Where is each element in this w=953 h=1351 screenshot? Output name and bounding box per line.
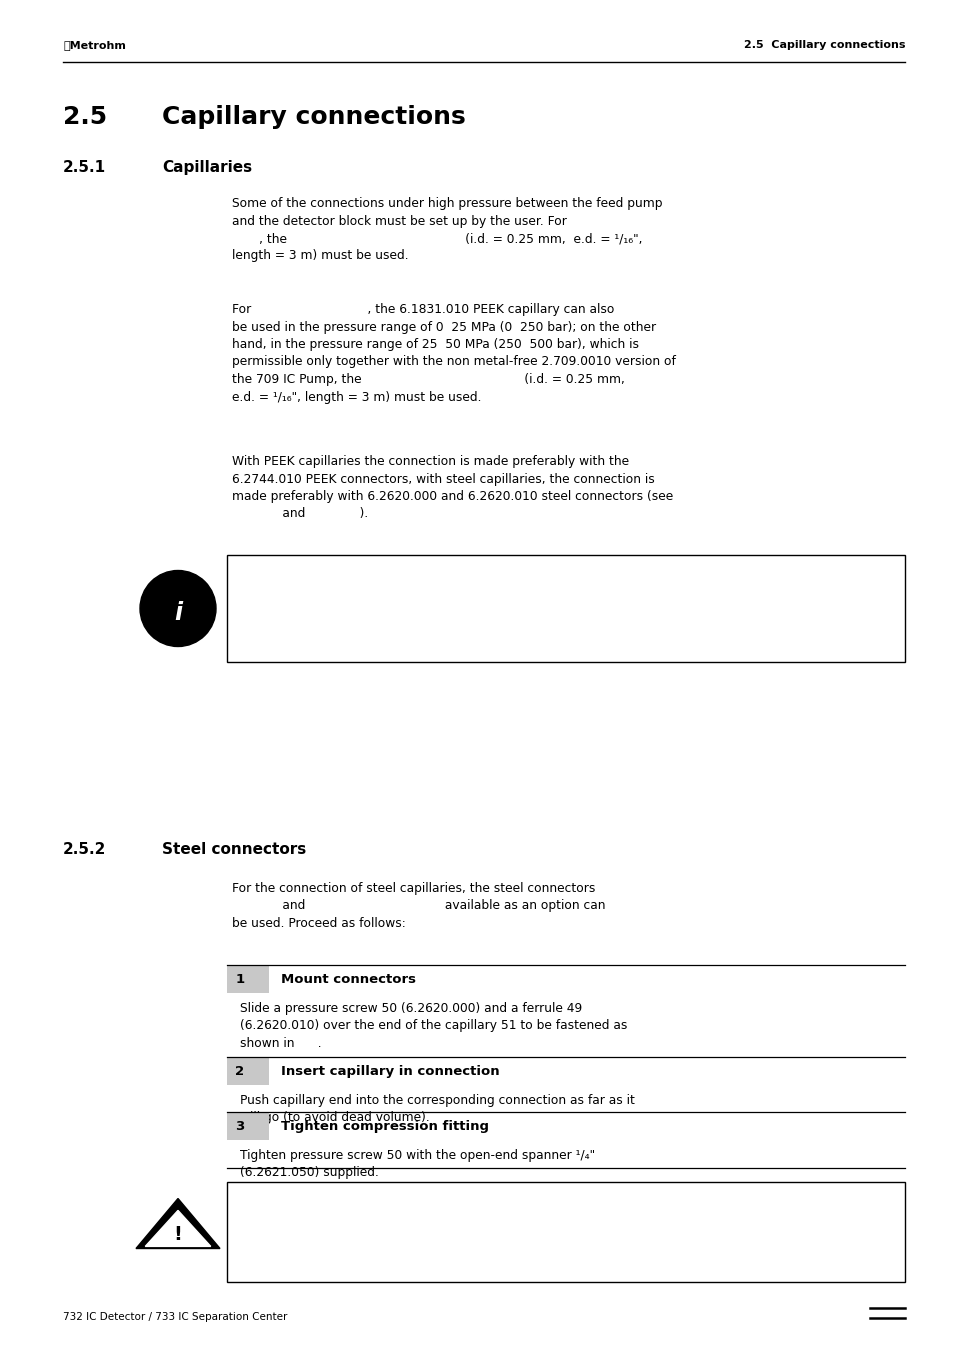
Text: 2.5  Capillary connections: 2.5 Capillary connections xyxy=(742,41,904,50)
Circle shape xyxy=(140,570,215,647)
Bar xyxy=(227,555,904,662)
Text: Slide a pressure screw 50 (6.2620.000) and a ferrule 49
(6.2620.010) over the en: Slide a pressure screw 50 (6.2620.000) a… xyxy=(240,1002,627,1050)
Text: ⓂMetrohm: ⓂMetrohm xyxy=(63,41,126,50)
Text: i: i xyxy=(173,601,182,626)
Text: Some of the connections under high pressure between the feed pump
and the detect: Some of the connections under high press… xyxy=(232,197,661,262)
Bar xyxy=(227,965,269,993)
Text: Capillaries: Capillaries xyxy=(162,159,252,176)
Bar xyxy=(227,1182,904,1282)
Text: Capillary connections: Capillary connections xyxy=(162,105,465,128)
Polygon shape xyxy=(145,1210,211,1247)
Text: Mount connectors: Mount connectors xyxy=(281,973,416,986)
Text: Steel connectors: Steel connectors xyxy=(162,842,306,857)
Bar xyxy=(227,1112,269,1140)
Text: 1: 1 xyxy=(235,973,244,986)
Text: 732 IC Detector / 733 IC Separation Center: 732 IC Detector / 733 IC Separation Cent… xyxy=(63,1312,287,1323)
Text: Tighten compression fitting: Tighten compression fitting xyxy=(281,1120,489,1133)
Text: For                              , the 6.1831.010 PEEK capillary can also
be use: For , the 6.1831.010 PEEK capillary can … xyxy=(232,303,675,404)
Text: Tighten pressure screw 50 with the open-end spanner ¹/₄"
(6.2621.050) supplied.: Tighten pressure screw 50 with the open-… xyxy=(240,1148,595,1179)
Text: Push capillary end into the corresponding connection as far as it
will go (to av: Push capillary end into the correspondin… xyxy=(240,1094,634,1124)
Text: With PEEK capillaries the connection is made preferably with the
6.2744.010 PEEK: With PEEK capillaries the connection is … xyxy=(232,455,673,520)
Text: Insert capillary in connection: Insert capillary in connection xyxy=(281,1065,499,1078)
Text: 3: 3 xyxy=(235,1120,244,1133)
Text: 2.5.2: 2.5.2 xyxy=(63,842,107,857)
Text: 2.5.1: 2.5.1 xyxy=(63,159,106,176)
Text: For the connection of steel capillaries, the steel connectors
             and  : For the connection of steel capillaries,… xyxy=(232,882,605,929)
Polygon shape xyxy=(136,1198,220,1248)
Bar xyxy=(227,1056,269,1085)
Text: 2: 2 xyxy=(235,1065,244,1078)
Text: 2.5: 2.5 xyxy=(63,105,107,128)
Text: !: ! xyxy=(173,1224,182,1243)
